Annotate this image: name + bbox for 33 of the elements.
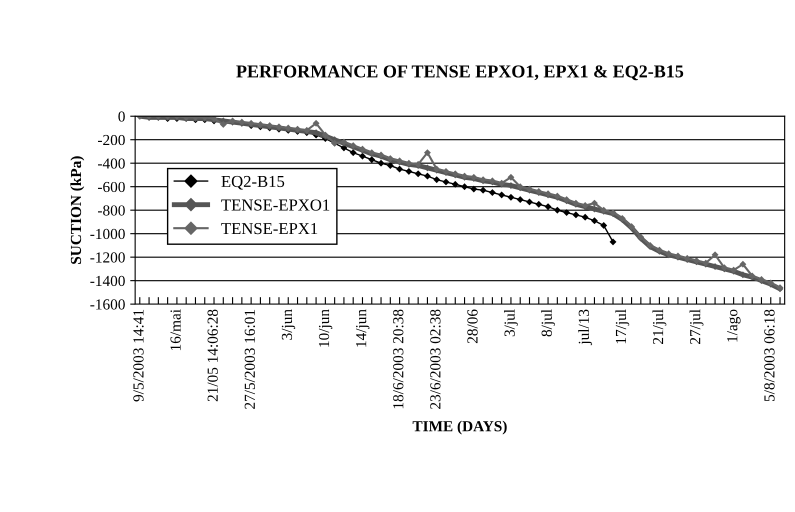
x-tick-label: 23/6/2003 02:38 — [430, 310, 441, 409]
x-axis-title: TIME (DAYS) — [412, 420, 507, 434]
x-tick-label: 27/5/2003 16:01 — [244, 310, 256, 409]
x-tick-label: 8/jul — [541, 309, 555, 336]
x-tick-label: 18/6/2003 20:38 — [393, 310, 404, 408]
y-tick-label: -1000 — [90, 228, 125, 240]
chart-title: PERFORMANCE OF TENSE EPXO1, EPX1 & EQ2-B15 — [236, 65, 684, 80]
legend-label: EQ2-B15 — [221, 176, 284, 190]
y-axis-title: SUCTION (kPa) — [70, 156, 84, 264]
legend-label: TENSE-EPXO1 — [221, 199, 330, 211]
y-tick-label: -1400 — [90, 276, 125, 286]
y-tick-label: -1600 — [90, 299, 125, 310]
x-tick-label: 1/ago — [727, 310, 741, 342]
x-tick-label: 17/jul — [615, 309, 630, 344]
y-tick-label: -800 — [98, 205, 125, 216]
x-tick-label: 16/mai — [170, 309, 181, 350]
legend-label: TENSE-EPX1 — [221, 222, 318, 234]
y-tick-label: -1200 — [90, 252, 125, 263]
x-tick-label: 10/jun — [318, 309, 332, 347]
x-tick-label: 27/jul — [690, 309, 704, 344]
y-tick-label: 0 — [118, 111, 125, 122]
y-tick-label: -600 — [98, 182, 125, 192]
x-tick-label: 5/8/2003 06:18 — [764, 310, 775, 402]
x-tick-label: jul/13 — [578, 310, 592, 346]
y-tick-label: -400 — [98, 158, 125, 169]
x-tick-label: 9/5/2003 14:41 — [133, 310, 144, 402]
y-tick-label: -200 — [98, 134, 125, 146]
x-tick-label: 3/jun — [282, 309, 296, 340]
x-tick-label: 3/jul — [504, 309, 518, 336]
x-tick-label: 21/jul — [652, 309, 666, 344]
x-tick-label: 21/05 14:06:28 — [208, 310, 218, 402]
x-tick-label: 14/jun — [356, 309, 370, 347]
x-tick-label: 28/06 — [467, 309, 478, 344]
